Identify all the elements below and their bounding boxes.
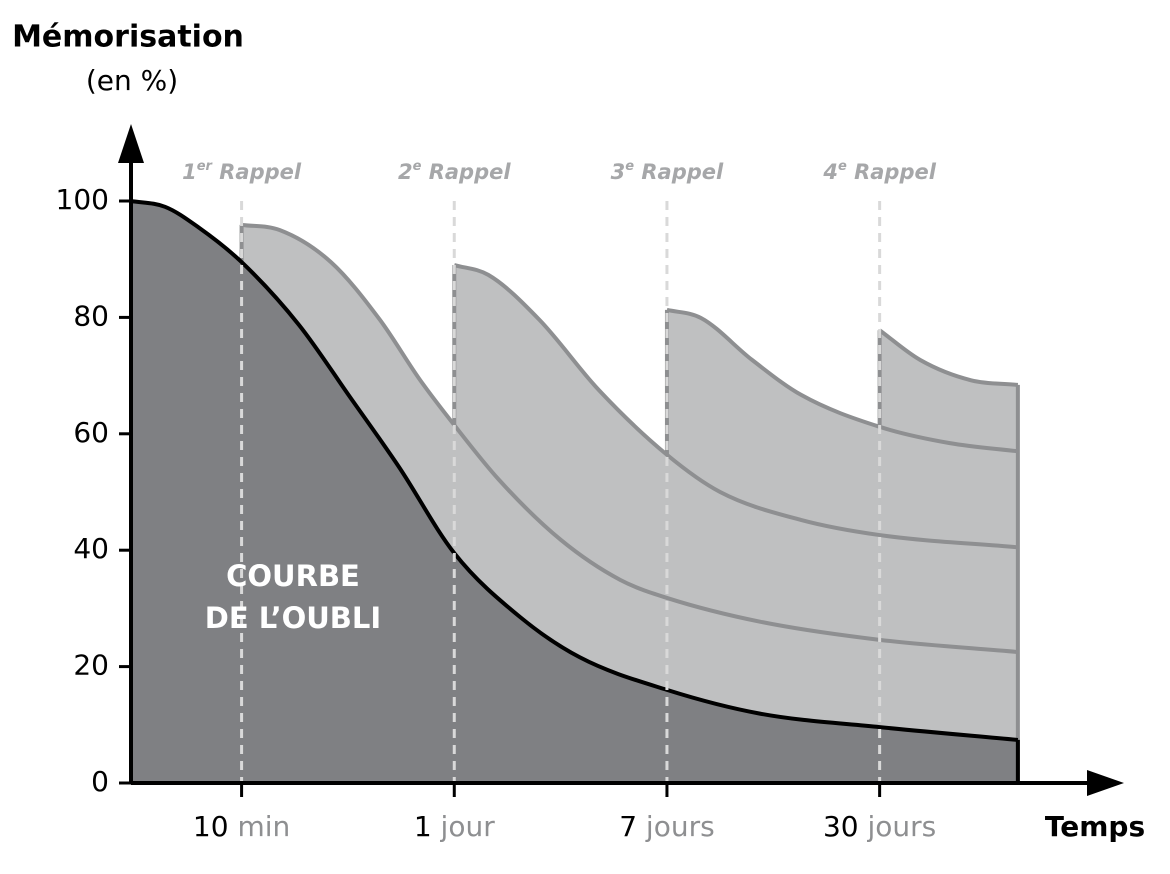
forgetting-curve [130, 199, 1019, 742]
x-tick-label: 30 jours [823, 810, 936, 843]
y-tick-label: 60 [73, 416, 109, 449]
reminder-label: 1er Rappel [182, 159, 302, 185]
y-tick-label: 0 [91, 765, 109, 798]
y-tick-label: 80 [73, 299, 109, 332]
reminder-curve [666, 307, 1019, 454]
x-tick-label: 10 min [193, 810, 290, 843]
y-tick-label: 40 [73, 532, 109, 565]
y-tick-label: 20 [73, 649, 109, 682]
annotation: COURBE [226, 559, 360, 593]
reminder-curve [878, 328, 1019, 387]
y-tick-label: 100 [56, 183, 109, 216]
reminder-curve [453, 263, 1019, 550]
reminder-label: 4e Rappel [822, 159, 936, 185]
reminder-area [879, 330, 1018, 783]
x-tick-label: 1 jour [414, 810, 495, 843]
chart-subtitle: (en %) [86, 64, 178, 97]
chart-title: Mémorisation [12, 20, 244, 55]
x-tick-label: 7 jours [619, 810, 714, 843]
annotation: DE L’OUBLI [205, 601, 381, 635]
reminder-label: 2e Rappel [398, 159, 511, 185]
y-axis-arrow [118, 124, 144, 163]
reminder-label: 3e Rappel [611, 159, 724, 185]
x-axis-arrow [1087, 770, 1124, 796]
x-axis-label: Temps [1045, 810, 1145, 843]
reminder-curve [241, 222, 1019, 655]
forgetting-area [131, 201, 1018, 783]
